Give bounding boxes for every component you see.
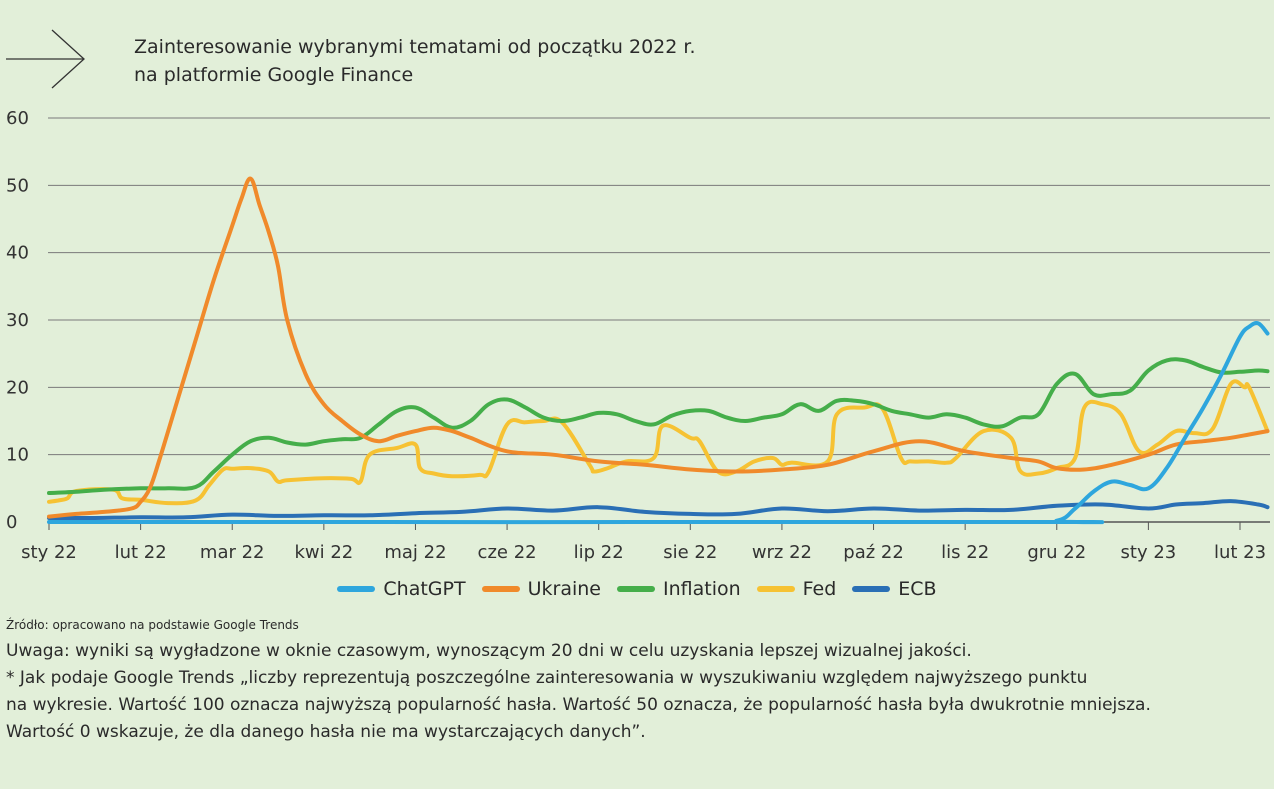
legend-label-fed: Fed [802,578,837,600]
x-tick-label: wrz 22 [752,542,812,563]
series-line-ukraine [47,176,1270,519]
y-tick-label-30: 30 [6,310,29,331]
legend-swatch-ukraine [481,586,520,592]
chart-notes: Źródło: opracowano na podstawie Google T… [6,618,1266,746]
x-tick-label: sie 22 [663,542,717,563]
x-tick-label: kwi 22 [294,542,353,563]
source-note: Źródło: opracowano na podstawie Google T… [6,618,299,632]
y-tick-label-0: 0 [6,512,17,533]
legend-label-chatgpt: ChatGPT [383,578,466,600]
legend-swatch-ecb [852,586,891,592]
legend-item-chatgpt: ChatGPT [337,578,466,600]
note-smoothing: Uwaga: wyniki są wygładzone w oknie czas… [6,641,972,661]
x-tick-label: cze 22 [478,542,537,563]
legend-item-inflation: Inflation [616,578,741,600]
chart-title-line-2: na platformie Google Finance [134,64,414,86]
legend-label-ecb: ECB [898,578,937,600]
x-tick-label: paź 22 [843,542,904,563]
legend-swatch-fed [756,586,795,592]
legend-swatch-inflation [616,586,655,592]
chart-gridlines [48,117,1270,523]
series-line-ecb [47,499,1270,521]
x-tick-label: lut 23 [1214,542,1266,563]
legend-swatch-chatgpt [337,586,376,592]
y-tick-label-60: 60 [6,108,29,129]
y-tick-label-10: 10 [6,445,29,466]
chart-series [47,176,1270,525]
series-line-inflation [47,357,1270,495]
series-line-chatgpt [47,321,1270,525]
y-tick-label-50: 50 [6,175,29,196]
legend-label-inflation: Inflation [662,578,741,600]
x-tick-label: sty 22 [21,542,77,563]
y-tick-label-20: 20 [6,377,29,398]
x-tick-label: sty 23 [1121,542,1177,563]
x-tick-label: gru 22 [1027,542,1086,563]
note-trends-definition-2: na wykresie. Wartość 100 oznacza najwyżs… [6,695,1151,715]
x-axis-ticks: sty 22 lut 22 mar 22 kwi 22 maj 22 cze 22 lip … [21,522,1266,563]
legend-item-ukraine: Ukraine [481,578,601,600]
chart-title-line-1: Zainteresowanie wybranymi tematami od po… [134,36,696,58]
line-chart: 0 10 20 30 40 50 60 sty 22 lut 22 mar 22 kwi 22 ma… [6,108,1270,563]
x-tick-label: mar 22 [200,542,265,563]
chart-title: Zainteresowanie wybranymi tematami od po… [134,33,696,89]
y-axis-tick-labels: 0 10 20 30 40 50 60 [6,108,29,533]
note-trends-definition-1: * Jak podaje Google Trends „liczby repre… [6,668,1088,688]
x-tick-label: lut 22 [115,542,167,563]
series-line-fed [47,379,1270,506]
x-tick-label: maj 22 [384,542,446,563]
chart-legend: ChatGPT Ukraine Inflation Fed ECB [0,578,1274,600]
x-tick-label: lip 22 [574,542,624,563]
legend-label-ukraine: Ukraine [527,578,601,600]
x-tick-label: lis 22 [941,542,989,563]
arrow-right-icon [6,29,85,89]
legend-item-fed: Fed [756,578,837,600]
note-trends-definition-3: Wartość 0 wskazuje, że dla danego hasła … [6,722,646,742]
y-tick-label-40: 40 [6,243,29,264]
legend-item-ecb: ECB [852,578,937,600]
